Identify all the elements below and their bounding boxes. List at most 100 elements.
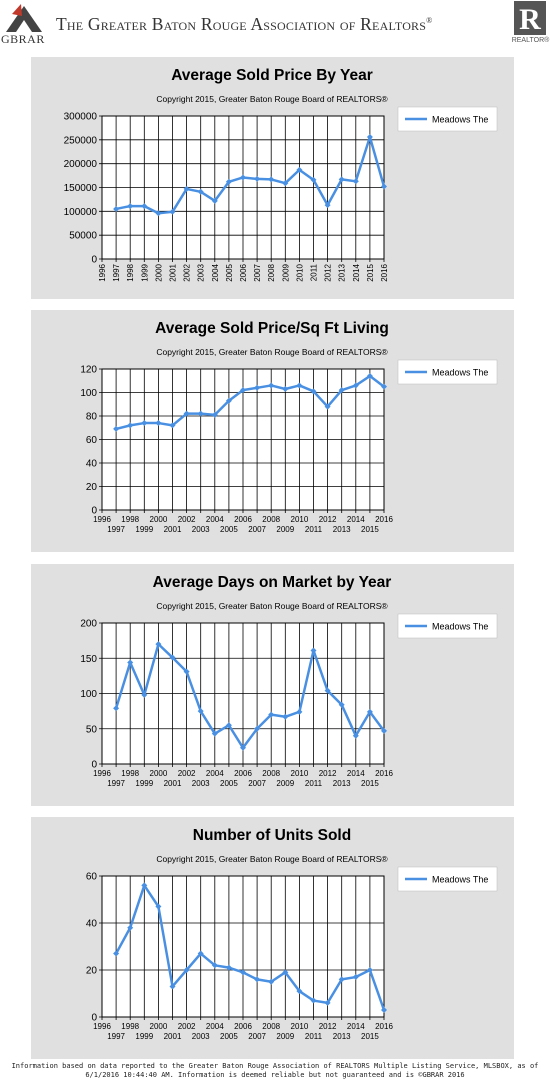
svg-text:R: R <box>519 3 541 36</box>
y-tick-label: 50000 <box>69 231 97 242</box>
x-tick-label: 2008 <box>262 515 280 524</box>
x-tick-label: 2002 <box>178 1022 196 1031</box>
data-point <box>296 708 303 715</box>
data-point <box>296 988 303 995</box>
x-tick-label: 2005 <box>220 525 238 534</box>
chart-avg-sold-price: Average Sold Price By Year Copyright 2015… <box>64 67 498 282</box>
x-tick-label: 2006 <box>234 1022 252 1031</box>
x-tick-label: 1996 <box>93 1022 111 1031</box>
x-tick-label: 2007 <box>248 525 266 534</box>
legend-label: Meadows The <box>432 368 488 378</box>
x-tick-label: 2006 <box>239 263 248 281</box>
data-point <box>324 202 331 209</box>
x-tick-label: 2011 <box>305 1032 323 1041</box>
plot-border <box>101 368 385 511</box>
chart-title: Number of Units Sold <box>193 827 351 844</box>
data-point <box>169 422 176 429</box>
data-point <box>268 711 275 718</box>
y-tick-label: 0 <box>91 255 97 266</box>
y-tick-label: 100 <box>80 388 97 399</box>
data-point <box>169 654 176 661</box>
data-point <box>310 647 317 654</box>
chart-title: Average Sold Price/Sq Ft Living <box>155 320 389 337</box>
x-tick-label: 2014 <box>347 1022 365 1031</box>
x-tick-label: 1999 <box>135 1032 153 1041</box>
data-point <box>254 384 261 391</box>
footer-disclaimer: Information based on data reported to th… <box>0 1062 550 1080</box>
x-tick-label: 2003 <box>197 263 206 281</box>
chart-title: Average Days on Market by Year <box>153 574 392 591</box>
x-tick-label: 2014 <box>352 263 361 281</box>
y-tick-label: 0 <box>91 1013 97 1024</box>
x-tick-label: 2009 <box>276 1032 294 1041</box>
plot-border <box>101 875 385 1018</box>
data-point <box>352 732 359 739</box>
data-point <box>155 903 162 910</box>
data-point <box>282 969 289 976</box>
y-tick-label: 200000 <box>64 159 98 170</box>
data-point <box>113 425 120 432</box>
x-tick-label: 2000 <box>150 769 168 778</box>
data-point <box>141 420 148 427</box>
data-point <box>155 210 162 217</box>
data-point <box>310 388 317 395</box>
data-point <box>366 708 373 715</box>
realtor-logo-icon: R <box>514 1 546 36</box>
data-point <box>381 1006 387 1013</box>
y-tick-label: 120 <box>80 365 97 376</box>
data-point <box>127 659 134 666</box>
x-tick-label: 2003 <box>192 525 210 534</box>
data-point <box>338 176 345 183</box>
x-tick-label: 2016 <box>380 263 389 281</box>
x-tick-label: 2005 <box>220 779 238 788</box>
y-tick-label: 0 <box>91 506 97 517</box>
x-tick-label: 1998 <box>126 263 135 281</box>
title-mark: ® <box>426 16 433 26</box>
data-point <box>197 188 204 195</box>
chart-title: Average Sold Price By Year <box>171 67 373 84</box>
data-point <box>127 422 134 429</box>
x-tick-label: 2011 <box>310 263 319 281</box>
x-tick-label: 2013 <box>333 525 351 534</box>
y-tick-label: 40 <box>86 919 98 930</box>
legend-label: Meadows The <box>432 622 488 632</box>
y-tick-label: 0 <box>91 760 97 771</box>
x-tick-label: 2003 <box>192 1032 210 1041</box>
x-tick-label: 2016 <box>375 769 393 778</box>
x-tick-label: 2012 <box>319 769 337 778</box>
y-tick-label: 150000 <box>64 183 98 194</box>
x-tick-label: 2012 <box>319 515 337 524</box>
chart-days-on-market: Average Days on Market by Year Copyright … <box>80 574 498 788</box>
title-text: The Greater Baton Rouge Association of R… <box>56 14 427 34</box>
x-tick-label: 1999 <box>135 525 153 534</box>
x-tick-label: 2004 <box>211 263 220 281</box>
data-point <box>183 410 190 417</box>
data-point <box>240 387 246 394</box>
data-point <box>338 701 345 708</box>
x-tick-label: 2010 <box>291 769 309 778</box>
data-point <box>310 176 317 183</box>
data-point <box>282 385 289 392</box>
x-tick-label: 2001 <box>169 263 178 281</box>
x-tick-label: 1999 <box>135 779 153 788</box>
x-tick-label: 2012 <box>319 1022 337 1031</box>
logo-text: GBRAR <box>1 32 45 46</box>
data-point <box>113 705 120 712</box>
data-point <box>197 708 204 715</box>
series-line <box>115 884 386 1011</box>
x-tick-label: 2000 <box>150 1022 168 1031</box>
data-point <box>225 178 232 185</box>
x-tick-label: 2014 <box>347 769 365 778</box>
data-point <box>169 983 176 990</box>
plot-border <box>101 622 385 765</box>
y-tick-label: 20 <box>86 966 98 977</box>
data-point <box>183 668 190 675</box>
data-point <box>169 208 176 215</box>
data-point <box>381 183 387 190</box>
x-tick-label: 1997 <box>107 525 125 534</box>
data-point <box>197 950 204 957</box>
chart-panel-avg-price: Average Sold Price By Year Copyright 2015… <box>31 57 514 299</box>
legend-label: Meadows The <box>432 115 488 125</box>
x-tick-label: 2006 <box>234 515 252 524</box>
x-tick-label: 1997 <box>112 263 121 281</box>
